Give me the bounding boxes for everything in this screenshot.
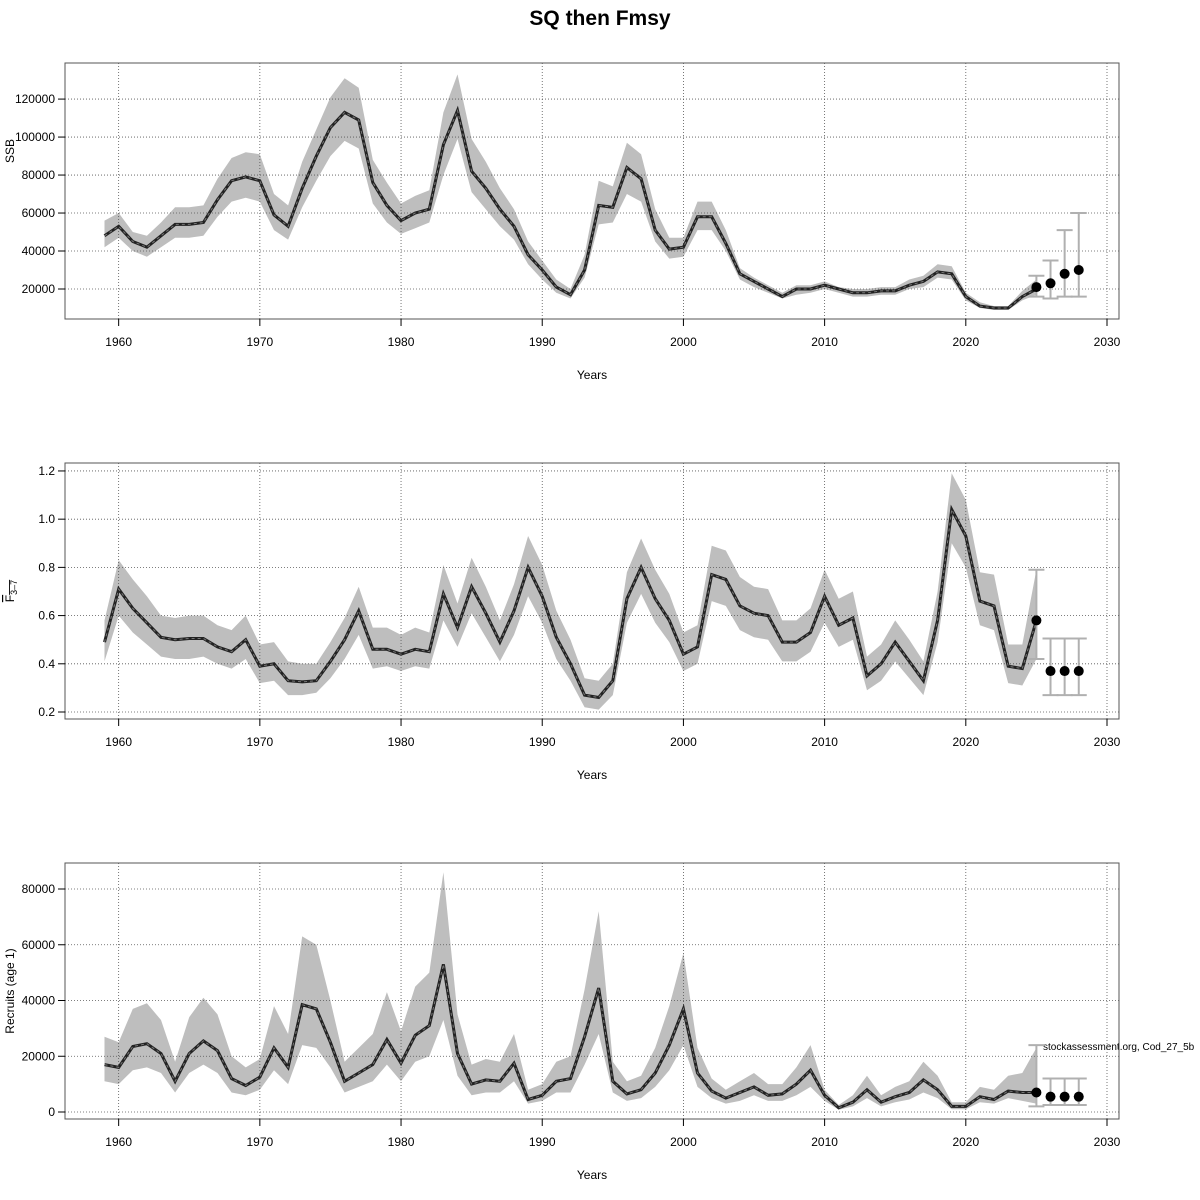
y-tick-label: 120000 [15, 92, 55, 106]
projection-point [1059, 666, 1070, 677]
x-tick-label: 1960 [105, 735, 132, 749]
y-tick-label: 0.8 [38, 560, 55, 574]
y-tick-label: 80000 [22, 882, 56, 896]
x-tick-label: 2020 [952, 1135, 979, 1149]
projection-point [1073, 265, 1084, 276]
x-tick-label: 2010 [811, 735, 838, 749]
y-tick-label: 1.0 [38, 512, 55, 526]
y-tick-label: 40000 [22, 994, 56, 1008]
y-axis-label-subscript: 3–7 [9, 580, 19, 595]
y-tick-label: 0.2 [38, 705, 55, 719]
x-tick-label: 2030 [1094, 335, 1121, 349]
y-tick-label: 60000 [22, 206, 56, 220]
series-line-dash [104, 108, 1037, 309]
series-line [103, 105, 1038, 310]
x-tick-label: 1980 [388, 335, 415, 349]
y-tick-label: 100000 [15, 130, 55, 144]
y-tick-label: 0.6 [38, 609, 55, 623]
y-axis-label: Recruits (age 1) [3, 948, 17, 1033]
x-tick-label: 1990 [529, 335, 556, 349]
plot-frame [64, 862, 1120, 1120]
x-tick-label: 1990 [529, 1135, 556, 1149]
y-tick-label: 60000 [22, 938, 56, 952]
x-tick-label: 2030 [1094, 1135, 1121, 1149]
y-axis-label: F3–7 [3, 580, 19, 602]
x-axis-label: Years [577, 368, 607, 382]
plot-frame [64, 462, 1120, 720]
projection-point [1045, 666, 1056, 677]
x-axis-label: Years [577, 768, 607, 782]
projection-point [1045, 278, 1056, 289]
y-tick-label: 20000 [22, 282, 56, 296]
x-tick-label: 1970 [246, 335, 273, 349]
x-tick-label: 1960 [105, 1135, 132, 1149]
confidence-band [104, 74, 1037, 310]
x-tick-label: 2000 [670, 735, 697, 749]
confidence-band [104, 473, 1037, 710]
y-tick-label: 0.4 [38, 657, 55, 671]
confidence-band [104, 872, 1037, 1110]
x-tick-label: 2010 [811, 335, 838, 349]
panel-2: 1960 1970 1980 1990 2000 2010 2020 2030 0.2 0.4 0.… [3, 462, 1121, 782]
x-tick-label: 1970 [246, 1135, 273, 1149]
plot-frame [64, 62, 1120, 320]
x-tick-label: 1980 [388, 735, 415, 749]
projection-point [1073, 1091, 1084, 1102]
x-tick-label: 2030 [1094, 735, 1121, 749]
x-tick-label: 1970 [246, 735, 273, 749]
x-tick-label: 2020 [952, 735, 979, 749]
y-axis-label: SSB [3, 139, 17, 163]
chart-title: SQ then Fmsy [529, 7, 671, 30]
x-axis-label: Years [577, 1168, 607, 1182]
x-tick-label: 1960 [105, 335, 132, 349]
x-tick-label: 2000 [670, 1135, 697, 1149]
projection-point [1045, 1091, 1056, 1102]
x-tick-label: 2000 [670, 335, 697, 349]
projection-point [1031, 615, 1042, 626]
panel-3: 1960 1970 1980 1990 2000 2010 2020 2030 0 20000 40… [3, 862, 1121, 1182]
x-tick-label: 1980 [388, 1135, 415, 1149]
x-tick-label: 1990 [529, 735, 556, 749]
series-line [104, 963, 1037, 1110]
panel-1: 1960 1970 1980 1990 2000 2010 2020 2030 20000 400… [3, 62, 1121, 382]
x-tick-label: 2010 [811, 1135, 838, 1149]
projection-point [1059, 1091, 1070, 1102]
y-tick-label: 40000 [22, 244, 56, 258]
projection-point [1073, 666, 1084, 677]
projection-point [1059, 268, 1070, 279]
y-tick-label: 0 [48, 1105, 55, 1119]
series-line-dash [104, 507, 1037, 699]
y-tick-label: 1.2 [38, 464, 55, 478]
projection-point [1031, 282, 1042, 293]
y-tick-label: 20000 [22, 1049, 56, 1063]
projection-point [1031, 1087, 1042, 1098]
x-tick-label: 2020 [952, 335, 979, 349]
y-tick-label: 80000 [22, 168, 56, 182]
